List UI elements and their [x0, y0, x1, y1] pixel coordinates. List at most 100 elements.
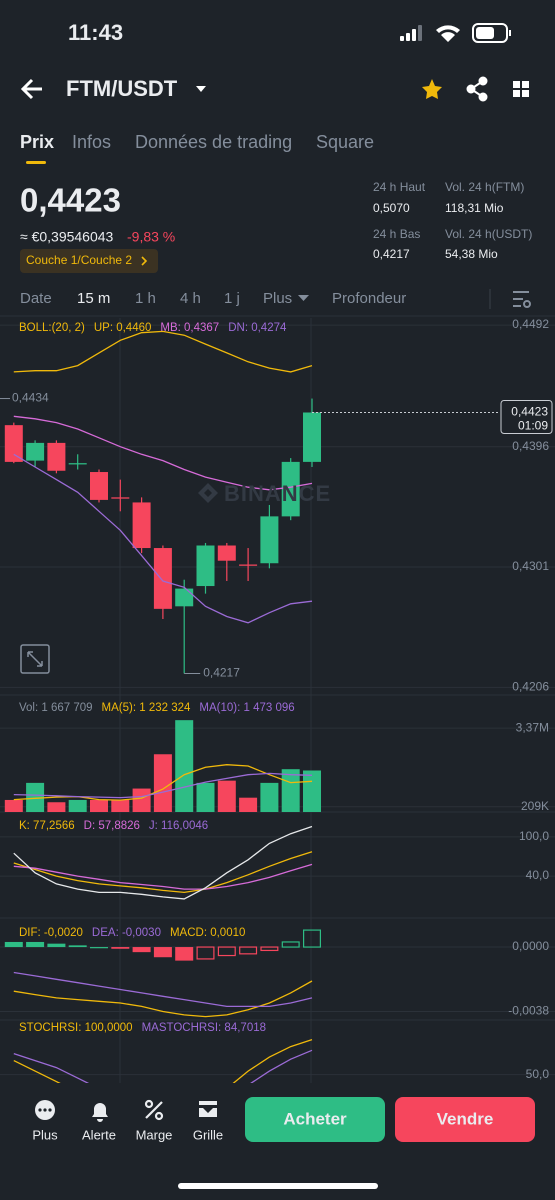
candle-body [239, 564, 258, 566]
y-tick-label: 50,0 [526, 1067, 550, 1081]
stat-value: 54,38 Mio [445, 247, 498, 261]
legend-entry: UP: 0,4460 [94, 322, 152, 334]
y-tick-label: 0,4492 [512, 317, 549, 331]
interval[interactable]: 1 j [224, 290, 240, 307]
tab[interactable]: Infos [72, 132, 111, 152]
indicator-line [13, 863, 313, 890]
chart-settings[interactable] [513, 291, 531, 308]
candle-body [132, 502, 151, 549]
expand-frame [20, 644, 50, 674]
panel [4, 929, 322, 1018]
indicator-line [13, 971, 313, 1008]
panel [13, 825, 313, 900]
y-tick-label: 40,0 [526, 868, 550, 882]
last-price: 0,4423 [20, 182, 121, 219]
candle-body [47, 442, 66, 471]
indicator-line [13, 764, 313, 801]
nav-label[interactable]: Marge [136, 1127, 173, 1142]
candle-body [196, 545, 215, 587]
legend-entry: J: 116,0046 [149, 820, 208, 832]
tab-indicator [26, 161, 46, 164]
candle-body [303, 412, 321, 462]
nav-label[interactable]: Grille [193, 1127, 223, 1142]
favorite-star[interactable] [422, 79, 442, 99]
macd-bar [281, 941, 300, 948]
legend-entry: BOLL:(20, 2) [19, 322, 85, 334]
last-price-box [500, 399, 553, 434]
macd-bar [196, 946, 215, 960]
volume-bar [68, 799, 87, 812]
nav-icon[interactable] [144, 1099, 164, 1121]
interval[interactable]: Profondeur [332, 290, 406, 307]
volume-bar [175, 720, 194, 812]
tab[interactable]: Square [316, 132, 374, 152]
stat-label: 24 h Bas [373, 227, 420, 241]
stat-label: Vol. 24 h(USDT) [445, 227, 532, 241]
price-change: -9,83 % [127, 229, 175, 245]
pair-title[interactable]: FTM/USDT [66, 76, 178, 101]
back-button[interactable] [20, 78, 42, 100]
panel [13, 1038, 313, 1083]
last-price-label: 0,4423 [511, 405, 548, 419]
candle-body [153, 548, 172, 609]
expand-arrows [27, 651, 43, 667]
nav-icon[interactable] [92, 1103, 108, 1122]
volume-bar [90, 799, 108, 812]
share-button[interactable] [466, 76, 488, 102]
volume-bar [239, 797, 258, 812]
pair-dropdown[interactable] [196, 86, 206, 92]
legend-entry: K: 77,2566 [19, 820, 75, 832]
interval[interactable]: 4 h [180, 290, 201, 307]
stat-value: 118,31 Mio [445, 201, 504, 215]
indicator-line [13, 453, 313, 624]
buy-button[interactable] [245, 1097, 385, 1142]
sector-badge[interactable] [20, 249, 158, 273]
interval[interactable]: 1 h [135, 290, 156, 307]
fiat-price: ≈ €0,39546043 [20, 229, 114, 245]
expand-button[interactable] [20, 644, 50, 674]
candle-body [260, 516, 279, 564]
watermark-logo [198, 483, 218, 503]
nav-icon[interactable] [35, 1100, 55, 1120]
buy-label[interactable]: Acheter [283, 1109, 347, 1128]
panel [4, 720, 321, 812]
macd-bar [68, 945, 87, 948]
sector-badge-label: Couche 1/Couche 2 [26, 253, 132, 267]
interval[interactable]: Plus [263, 290, 292, 307]
candle-body [175, 588, 194, 607]
sell-button[interactable] [395, 1097, 535, 1142]
nav-label[interactable]: Plus [32, 1127, 58, 1142]
stat-value: 0,4217 [373, 247, 410, 261]
volume-bar [260, 782, 279, 812]
volume-bar [111, 799, 130, 812]
nav-label[interactable]: Alerte [82, 1127, 116, 1142]
status-icons [400, 23, 511, 43]
y-tick-label: 0,4396 [512, 439, 549, 453]
watermark: BINANCE [198, 481, 330, 506]
charts: 0,4492 0,4396 0,4301 0,4206 BINANCE 0,4434 0,4… [0, 317, 555, 1083]
indicator-line [13, 1049, 313, 1083]
macd-bar [175, 947, 194, 961]
indicator-line [13, 825, 313, 900]
panel [4, 330, 321, 674]
badge-chevron [141, 256, 148, 266]
volume-bar [26, 782, 45, 812]
volume-bar [153, 754, 172, 812]
tab[interactable]: Prix [20, 132, 54, 152]
y-tick-label: 0,4301 [512, 559, 549, 573]
macd-bar [26, 941, 45, 948]
tab[interactable]: Données de trading [135, 132, 292, 152]
low-label: 0,4217 [203, 666, 240, 680]
nav-icon[interactable] [199, 1101, 217, 1117]
volume-bar [217, 780, 236, 812]
indicator-line [13, 415, 313, 491]
macd-bar [260, 946, 279, 952]
more-dropdown[interactable] [298, 295, 309, 301]
interval[interactable]: Date [20, 290, 52, 307]
layout-button[interactable] [513, 81, 529, 97]
sell-label[interactable]: Vendre [437, 1109, 494, 1128]
volume-bar [303, 770, 321, 812]
interval[interactable]: 15 m [77, 290, 110, 307]
macd-bar [303, 929, 322, 948]
